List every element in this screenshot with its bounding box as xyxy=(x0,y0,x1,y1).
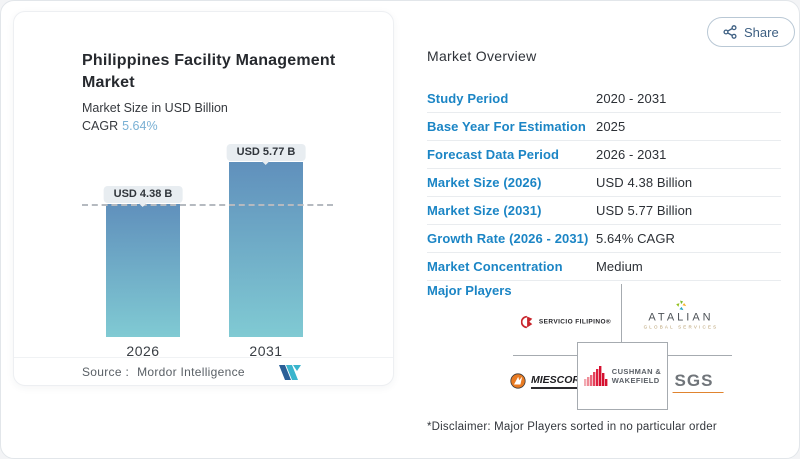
row-value: 5.64% CAGR xyxy=(596,231,676,246)
cagr-value: 5.64% xyxy=(122,119,158,134)
bar-chart: USD 4.38 B 2026 USD 5.77 B 2031 xyxy=(14,12,393,385)
bar-category-label: 2031 xyxy=(249,343,283,359)
source-value: Mordor Intelligence xyxy=(137,364,245,379)
disclaimer-text: *Disclaimer: Major Players sorted in no … xyxy=(427,421,717,433)
player-sgs: SGS xyxy=(672,371,724,393)
player-subtitle: GLOBAL SERVICES xyxy=(643,324,719,330)
row-label: Study Period xyxy=(427,91,509,106)
share-button-label: Share xyxy=(744,24,779,40)
row-value: USD 5.77 Billion xyxy=(596,203,693,218)
share-button[interactable]: Share xyxy=(707,17,795,47)
table-row: Forecast Data Period 2026 - 2031 xyxy=(427,141,781,169)
bar-2026 xyxy=(106,204,180,337)
player-servicio-filipino: SERVICIO FILIPINO® xyxy=(520,315,612,329)
source-row: Source : Mordor Intelligence xyxy=(14,357,393,385)
overview-title: Market Overview xyxy=(427,48,537,64)
table-row: Market Size (2031) USD 5.77 Billion xyxy=(427,197,781,225)
overview-table: Study Period 2020 - 2031 Base Year For E… xyxy=(427,85,781,281)
chart-header: Philippines Facility Management Market M… xyxy=(82,50,362,133)
row-label: Base Year For Estimation xyxy=(427,119,586,134)
player-name-line1: CUSHMAN & xyxy=(611,366,662,376)
mordor-intelligence-logo-icon xyxy=(278,363,302,380)
table-row: Market Concentration Medium xyxy=(427,253,781,281)
dashed-reference-line xyxy=(82,204,333,206)
atalian-logo-icon xyxy=(676,300,687,311)
chart-title: Philippines Facility Management Market xyxy=(82,52,336,92)
cushman-wakefield-logo-icon xyxy=(583,366,608,386)
table-row: Growth Rate (2026 - 2031) 5.64% CAGR xyxy=(427,225,781,253)
major-players-diagram: SERVICIO FILIPINO® ATALIAN GLOBAL SERVIC… xyxy=(427,281,781,421)
row-value: 2025 xyxy=(596,119,626,134)
table-row: Study Period 2020 - 2031 xyxy=(427,85,781,113)
miescor-logo-icon xyxy=(510,373,526,389)
row-value: 2020 - 2031 xyxy=(596,91,667,106)
row-label: Forecast Data Period xyxy=(427,147,560,162)
player-miescor: MIESCOR xyxy=(510,373,581,389)
chart-subtitle: Market Size in USD Billion xyxy=(82,101,228,116)
table-row: Base Year For Estimation 2025 xyxy=(427,113,781,141)
player-name: MIESCOR xyxy=(530,374,581,389)
player-name: ATALIAN xyxy=(648,311,714,324)
chart-cagr-line: CAGR 5.64% xyxy=(82,119,362,133)
bar-value-badge: USD 5.77 B xyxy=(226,144,306,165)
row-value: 2026 - 2031 xyxy=(596,147,667,162)
player-name: SGS xyxy=(672,371,724,393)
player-name-line2: WAKEFIELD xyxy=(611,376,660,385)
player-name: SERVICIO FILIPINO® xyxy=(538,318,612,326)
row-value: Medium xyxy=(596,259,643,274)
share-icon xyxy=(723,25,737,39)
bar-category-label: 2026 xyxy=(126,343,160,359)
row-label: Market Size (2026) xyxy=(427,175,542,190)
row-label: Market Concentration xyxy=(427,259,563,274)
player-atalian: ATALIAN GLOBAL SERVICES xyxy=(643,300,719,330)
row-value: USD 4.38 Billion xyxy=(596,175,693,190)
diagram-vertical-line xyxy=(621,284,622,343)
row-label: Market Size (2031) xyxy=(427,203,542,218)
player-cushman-wakefield: CUSHMAN & WAKEFIELD xyxy=(577,342,668,410)
cagr-label: CAGR xyxy=(82,119,119,134)
source-label: Source : xyxy=(82,364,130,379)
servicio-filipino-logo-icon xyxy=(520,315,534,329)
table-row: Market Size (2026) USD 4.38 Billion xyxy=(427,169,781,197)
bar-2031 xyxy=(229,162,303,337)
major-players-label: Major Players xyxy=(427,283,512,298)
bar-value-badge: USD 4.38 B xyxy=(103,186,183,207)
market-size-chart-card: Philippines Facility Management Market M… xyxy=(13,11,394,386)
row-label: Growth Rate (2026 - 2031) xyxy=(427,231,589,246)
